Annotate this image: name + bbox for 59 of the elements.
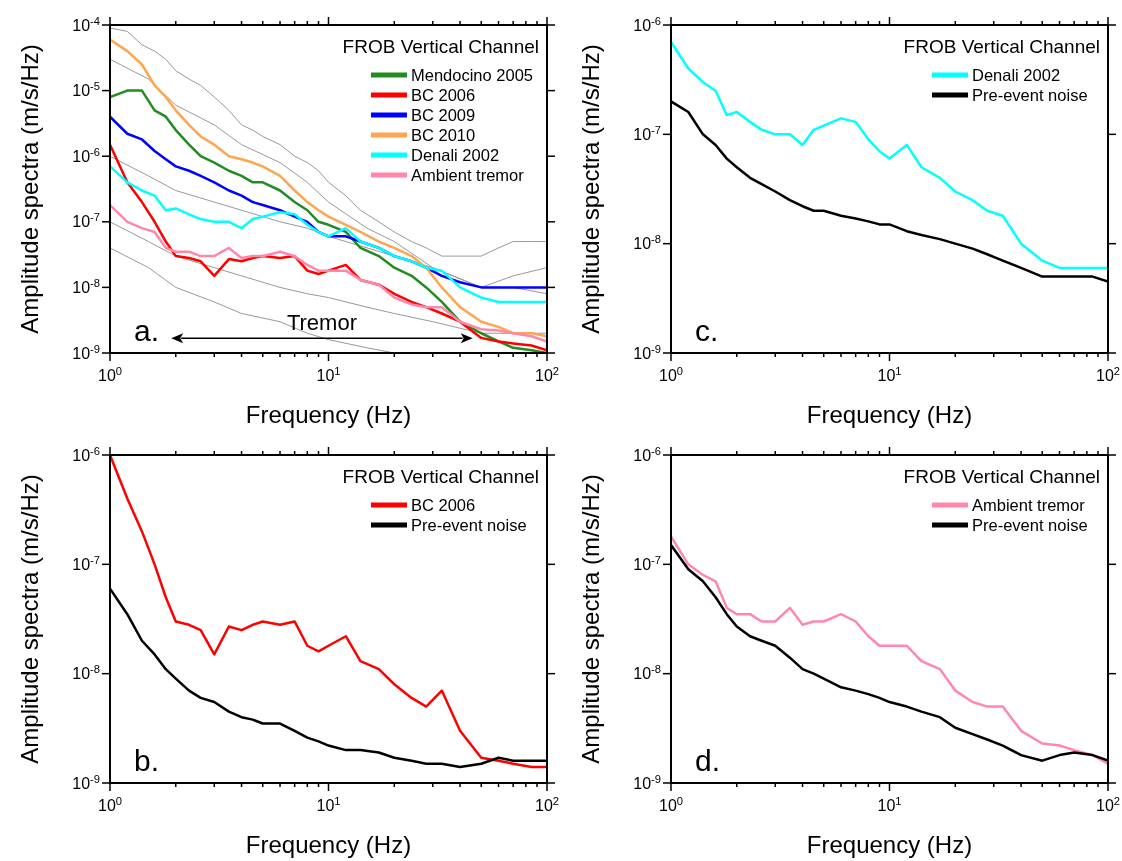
legend-label: Pre-event noise: [972, 515, 1088, 534]
legend-label: Ambient tremor: [972, 495, 1086, 514]
y-tick-label: 10$^{-7}$: [633, 553, 661, 573]
legend-label: BC 2009: [411, 105, 476, 124]
y-tick-label: 10$^{-7}$: [72, 211, 100, 231]
y-tick-label: 10$^{-9}$: [633, 772, 661, 792]
y-tick-label: 10$^{-6}$: [633, 14, 661, 34]
y-tick-label: 10$^{-8}$: [633, 233, 661, 253]
legend-label: BC 2006: [411, 495, 476, 514]
y-tick-label: 10$^{-9}$: [72, 342, 100, 362]
y-tick-label: 10$^{-6}$: [72, 444, 100, 464]
y-tick-label: 10$^{-7}$: [72, 553, 100, 573]
y-axis-title: Amplitude spectra (m/s/Hz): [577, 44, 604, 334]
x-tick-label: 10$^{2}$: [1095, 365, 1121, 384]
y-tick-label: 10$^{-7}$: [633, 123, 661, 143]
y-tick-label: 10$^{-6}$: [72, 145, 100, 165]
y-tick-label: 10$^{-9}$: [72, 772, 100, 792]
y-tick-label: 10$^{-8}$: [633, 663, 661, 683]
x-axis-title: Frequency (Hz): [806, 401, 973, 428]
y-tick-label: 10$^{-9}$: [633, 342, 661, 362]
x-tick-label: 10$^{1}$: [877, 365, 902, 384]
x-tick-label: 10$^{1}$: [316, 795, 341, 814]
legend-label: BC 2010: [411, 125, 476, 144]
x-tick-label: 10$^{2}$: [534, 365, 560, 384]
annotation: c.: [695, 314, 719, 347]
annotation: Tremor: [286, 310, 357, 336]
legend-title: FROB Vertical Channel: [342, 36, 539, 57]
y-tick-label: 10$^{-4}$: [72, 14, 100, 34]
x-axis-title: Frequency (Hz): [245, 831, 412, 858]
y-axis-title: Amplitude spectra (m/s/Hz): [16, 474, 43, 764]
x-axis-title: Frequency (Hz): [806, 831, 973, 858]
y-axis-title: Amplitude spectra (m/s/Hz): [577, 474, 604, 764]
x-tick-label: 10$^{0}$: [658, 795, 684, 814]
legend-label: Ambient tremor: [411, 165, 525, 184]
y-tick-label: 10$^{-5}$: [72, 80, 100, 100]
x-tick-label: 10$^{2}$: [534, 795, 560, 814]
annotation: b.: [134, 744, 160, 777]
x-tick-label: 10$^{0}$: [97, 365, 123, 384]
y-tick-label: 10$^{-8}$: [72, 663, 100, 683]
legend-label: Pre-event noise: [411, 515, 527, 534]
annotation: d.: [695, 744, 721, 777]
legend-title: FROB Vertical Channel: [903, 36, 1100, 57]
x-tick-label: 10$^{1}$: [877, 795, 902, 814]
legend-label: Denali 2002: [411, 145, 500, 164]
x-tick-label: 10$^{0}$: [97, 795, 123, 814]
x-axis-title: Frequency (Hz): [245, 401, 412, 428]
x-tick-label: 10$^{0}$: [658, 365, 684, 384]
legend-label: Mendocino 2005: [411, 65, 534, 84]
x-tick-label: 10$^{1}$: [316, 365, 341, 384]
legend-label: BC 2006: [411, 85, 476, 104]
legend-label: Denali 2002: [972, 65, 1061, 84]
legend-title: FROB Vertical Channel: [903, 466, 1100, 487]
legend-label: Pre-event noise: [972, 85, 1088, 104]
annotation: a.: [134, 314, 160, 347]
y-axis-title: Amplitude spectra (m/s/Hz): [16, 44, 43, 334]
y-tick-label: 10$^{-6}$: [633, 444, 661, 464]
x-tick-label: 10$^{2}$: [1095, 795, 1121, 814]
y-tick-label: 10$^{-8}$: [72, 277, 100, 296]
legend-title: FROB Vertical Channel: [342, 466, 539, 487]
